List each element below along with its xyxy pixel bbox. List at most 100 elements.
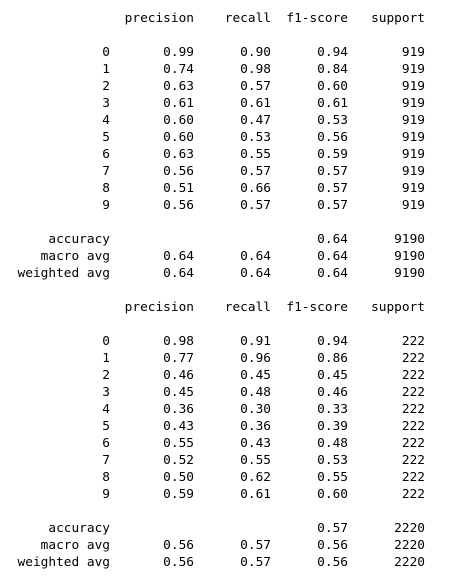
precision-value: 0.64 — [163, 249, 194, 264]
row-label: 9 — [102, 487, 110, 502]
summary-rows: accuracy 0.64 9190 macro avg 0.64 0.64 0.64 919… — [0, 231, 449, 282]
recall-value: 0.57 — [240, 79, 271, 94]
f1-score-value: 0.59 — [317, 147, 348, 162]
support-value: 9190 — [394, 266, 425, 281]
row-label: 3 — [102, 385, 110, 400]
row-label: weighted avg — [17, 266, 110, 281]
precision-value: 0.55 — [163, 436, 194, 451]
header-recall: recall — [224, 11, 271, 26]
precision-value: 0.60 — [163, 113, 194, 128]
f1-score-value: 0.94 — [317, 45, 348, 60]
row-label: 1 — [102, 62, 110, 77]
recall-value: 0.61 — [240, 487, 271, 502]
support-value: 2220 — [394, 555, 425, 570]
class-rows: 0 0.98 0.91 0.94 222 1 0.77 0.96 0.86 222 2 0.46 0.4… — [0, 333, 449, 503]
precision-value: 0.36 — [163, 402, 194, 417]
f1-score-value: 0.53 — [317, 113, 348, 128]
f1-score-value: 0.64 — [317, 232, 348, 247]
f1-score-value: 0.61 — [317, 96, 348, 111]
f1-score-value: 0.45 — [317, 368, 348, 383]
support-value: 222 — [401, 368, 425, 383]
recall-value: 0.90 — [240, 45, 271, 60]
row-label: 8 — [102, 470, 110, 485]
table-row: 0 0.98 0.91 0.94 222 — [0, 333, 449, 350]
f1-score-value: 0.64 — [317, 249, 348, 264]
support-value: 222 — [401, 419, 425, 434]
row-label: 5 — [102, 419, 110, 434]
row-label: 3 — [102, 96, 110, 111]
f1-score-value: 0.57 — [317, 521, 348, 536]
table-row: 5 0.43 0.36 0.39 222 — [0, 418, 449, 435]
table-row: accuracy 0.64 9190 — [0, 231, 449, 248]
row-label: accuracy — [48, 232, 110, 247]
f1-score-value: 0.57 — [317, 198, 348, 213]
precision-value: 0.63 — [163, 147, 194, 162]
table-row: 4 0.36 0.30 0.33 222 — [0, 401, 449, 418]
recall-value: 0.43 — [240, 436, 271, 451]
header-f1-score: f1-score — [286, 300, 348, 315]
precision-value: 0.60 — [163, 130, 194, 145]
support-value: 919 — [401, 164, 425, 179]
recall-value: 0.64 — [240, 249, 271, 264]
f1-score-value: 0.60 — [317, 79, 348, 94]
precision-value: 0.56 — [163, 198, 194, 213]
precision-value: 0.52 — [163, 453, 194, 468]
precision-value: 0.98 — [163, 334, 194, 349]
support-value: 919 — [401, 147, 425, 162]
report-header-row: precision recall f1-score support — [0, 10, 449, 27]
precision-value: 0.46 — [163, 368, 194, 383]
table-row: 8 0.51 0.66 0.57 919 — [0, 180, 449, 197]
recall-value: 0.48 — [240, 385, 271, 400]
row-label: 6 — [102, 147, 110, 162]
row-label: 7 — [102, 164, 110, 179]
support-value: 222 — [401, 334, 425, 349]
table-row: 2 0.46 0.45 0.45 222 — [0, 367, 449, 384]
support-value: 919 — [401, 181, 425, 196]
table-row: 7 0.56 0.57 0.57 919 — [0, 163, 449, 180]
precision-value: 0.56 — [163, 164, 194, 179]
support-value: 222 — [401, 487, 425, 502]
spacer-row — [0, 503, 449, 520]
precision-value: 0.77 — [163, 351, 194, 366]
f1-score-value: 0.48 — [317, 436, 348, 451]
row-label: 2 — [102, 79, 110, 94]
support-value: 919 — [401, 96, 425, 111]
table-row: accuracy 0.57 2220 — [0, 520, 449, 537]
f1-score-value: 0.94 — [317, 334, 348, 349]
f1-score-value: 0.33 — [317, 402, 348, 417]
recall-value: 0.53 — [240, 130, 271, 145]
row-label: weighted avg — [17, 555, 110, 570]
precision-value: 0.56 — [163, 538, 194, 553]
table-row: 8 0.50 0.62 0.55 222 — [0, 469, 449, 486]
f1-score-value: 0.84 — [317, 62, 348, 77]
recall-value: 0.57 — [240, 164, 271, 179]
f1-score-value: 0.64 — [317, 266, 348, 281]
precision-value: 0.43 — [163, 419, 194, 434]
recall-value: 0.62 — [240, 470, 271, 485]
support-value: 2220 — [394, 538, 425, 553]
table-row: 1 0.77 0.96 0.86 222 — [0, 350, 449, 367]
table-row: 5 0.60 0.53 0.56 919 — [0, 129, 449, 146]
f1-score-value: 0.86 — [317, 351, 348, 366]
support-value: 222 — [401, 470, 425, 485]
recall-value: 0.96 — [240, 351, 271, 366]
support-value: 919 — [401, 113, 425, 128]
f1-score-value: 0.39 — [317, 419, 348, 434]
recall-value: 0.36 — [240, 419, 271, 434]
row-label: accuracy — [48, 521, 110, 536]
support-value: 222 — [401, 402, 425, 417]
recall-value: 0.55 — [240, 147, 271, 162]
precision-value: 0.56 — [163, 555, 194, 570]
table-row: weighted avg 0.64 0.64 0.64 9190 — [0, 265, 449, 282]
table-row: 2 0.63 0.57 0.60 919 — [0, 78, 449, 95]
row-label: 1 — [102, 351, 110, 366]
f1-score-value: 0.46 — [317, 385, 348, 400]
f1-score-value: 0.55 — [317, 470, 348, 485]
support-value: 222 — [401, 351, 425, 366]
f1-score-value: 0.57 — [317, 181, 348, 196]
support-value: 222 — [401, 436, 425, 451]
precision-value: 0.74 — [163, 62, 194, 77]
support-value: 222 — [401, 385, 425, 400]
row-label: macro avg — [40, 538, 110, 553]
spacer-row — [0, 214, 449, 231]
